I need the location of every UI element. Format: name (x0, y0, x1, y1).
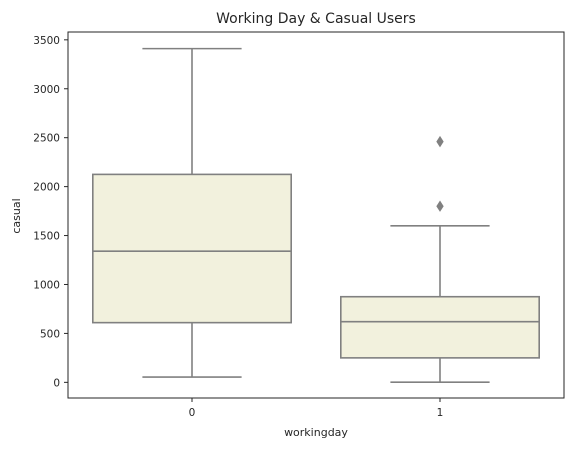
y-tick-label: 3500 (33, 35, 60, 47)
y-tick-label: 3000 (33, 84, 60, 96)
outlier-point (436, 200, 444, 212)
box-iqr (92, 173, 292, 324)
box-iqr (339, 295, 540, 359)
y-tick-label: 2500 (33, 133, 60, 145)
y-tick-label: 500 (40, 328, 60, 340)
y-tick-label: 2000 (33, 182, 60, 194)
outlier-point (436, 135, 444, 148)
plot-area: 0 500 1000 1500 2000 2500 3000 3500 0 1 (33, 31, 565, 419)
y-axis-label: casual (10, 198, 23, 233)
chart-title: Working Day & Casual Users (216, 11, 416, 27)
x-tick-label: 0 (189, 407, 196, 419)
y-tick-label: 1000 (33, 279, 60, 291)
y-tick-label: 0 (53, 377, 60, 389)
x-tick-label: 1 (437, 407, 444, 419)
y-tick-label: 1500 (33, 231, 60, 243)
axes-frame (67, 31, 565, 399)
x-axis-label: workingday (284, 426, 348, 439)
